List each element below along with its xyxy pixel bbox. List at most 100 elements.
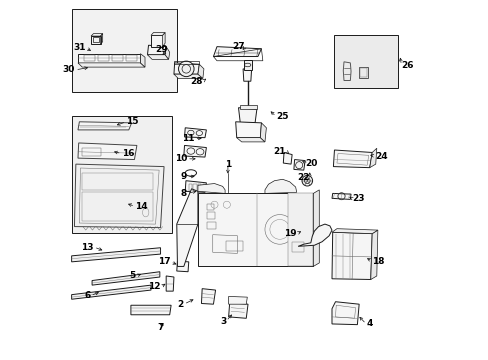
Text: 15: 15 [126,117,139,126]
Bar [202,184,205,190]
Text: 23: 23 [351,194,364,203]
Polygon shape [287,193,313,266]
Text: 22: 22 [297,173,309,182]
Polygon shape [244,60,251,70]
Text: 30: 30 [62,66,75,75]
Polygon shape [331,229,377,234]
Text: 25: 25 [276,112,288,121]
Text: 26: 26 [401,61,413,70]
Bar [174,61,199,64]
Polygon shape [331,193,350,199]
Text: 19: 19 [284,229,296,238]
Polygon shape [163,32,165,47]
Bar [81,192,152,221]
Polygon shape [166,276,174,291]
Text: 10: 10 [174,154,186,163]
Text: 17: 17 [158,257,170,266]
Polygon shape [78,63,145,67]
Text: 28: 28 [190,77,203,86]
Bar [198,184,201,190]
Text: 6: 6 [84,291,90,300]
Bar [291,242,304,252]
Polygon shape [213,47,261,57]
Polygon shape [183,145,206,157]
Circle shape [178,61,194,77]
Bar [225,241,243,251]
Bar [81,173,152,190]
Polygon shape [184,128,206,138]
Bar [71,9,177,92]
Polygon shape [165,47,169,59]
Text: 18: 18 [371,257,384,266]
Polygon shape [71,285,151,299]
Text: 5: 5 [129,271,136,280]
Polygon shape [140,54,145,67]
Text: 29: 29 [155,45,167,54]
Bar [112,55,122,62]
Polygon shape [201,289,215,304]
Polygon shape [228,296,247,304]
Polygon shape [238,108,256,123]
Polygon shape [176,189,198,266]
Polygon shape [198,193,313,266]
Polygon shape [331,302,358,325]
Bar [71,117,172,233]
Text: 3: 3 [220,317,225,325]
Bar [193,184,197,190]
Polygon shape [74,164,164,228]
Polygon shape [369,148,376,168]
Text: 2: 2 [177,300,183,309]
Polygon shape [293,159,305,170]
Text: 21: 21 [273,147,285,156]
Polygon shape [176,261,188,272]
Text: 31: 31 [73,43,85,52]
Polygon shape [235,122,261,138]
Text: 7: 7 [157,323,164,332]
Polygon shape [131,305,171,315]
Text: 4: 4 [366,319,372,328]
Text: 20: 20 [305,158,317,167]
Polygon shape [147,45,166,55]
Text: 13: 13 [81,243,94,252]
Polygon shape [198,184,224,193]
Bar [84,55,94,62]
Text: 11: 11 [182,134,194,143]
Polygon shape [283,153,291,164]
Text: 24: 24 [374,152,387,161]
Polygon shape [78,54,140,63]
Polygon shape [264,179,296,193]
Bar [207,212,214,219]
Text: 9: 9 [180,172,186,181]
Polygon shape [243,69,251,81]
Bar [207,204,213,210]
Polygon shape [78,143,137,159]
Polygon shape [331,232,371,279]
Polygon shape [298,224,331,246]
Polygon shape [370,230,377,279]
Polygon shape [147,55,168,59]
Text: 1: 1 [224,159,230,168]
Bar [188,184,192,190]
Bar [334,35,397,88]
Polygon shape [151,35,163,47]
Bar [126,55,137,62]
Text: 16: 16 [122,149,134,158]
Polygon shape [78,122,131,130]
Polygon shape [313,190,319,266]
Polygon shape [185,181,206,192]
Text: 8: 8 [181,189,186,198]
Polygon shape [228,303,247,318]
Bar [81,148,101,156]
Bar [98,55,108,62]
Polygon shape [240,105,256,109]
Polygon shape [71,248,160,262]
Polygon shape [92,272,160,285]
Polygon shape [151,32,165,35]
Polygon shape [174,63,199,74]
Polygon shape [174,74,203,78]
Text: 27: 27 [232,42,244,51]
Polygon shape [198,64,203,78]
Polygon shape [236,138,264,142]
Polygon shape [260,123,266,142]
Text: 14: 14 [135,202,147,211]
